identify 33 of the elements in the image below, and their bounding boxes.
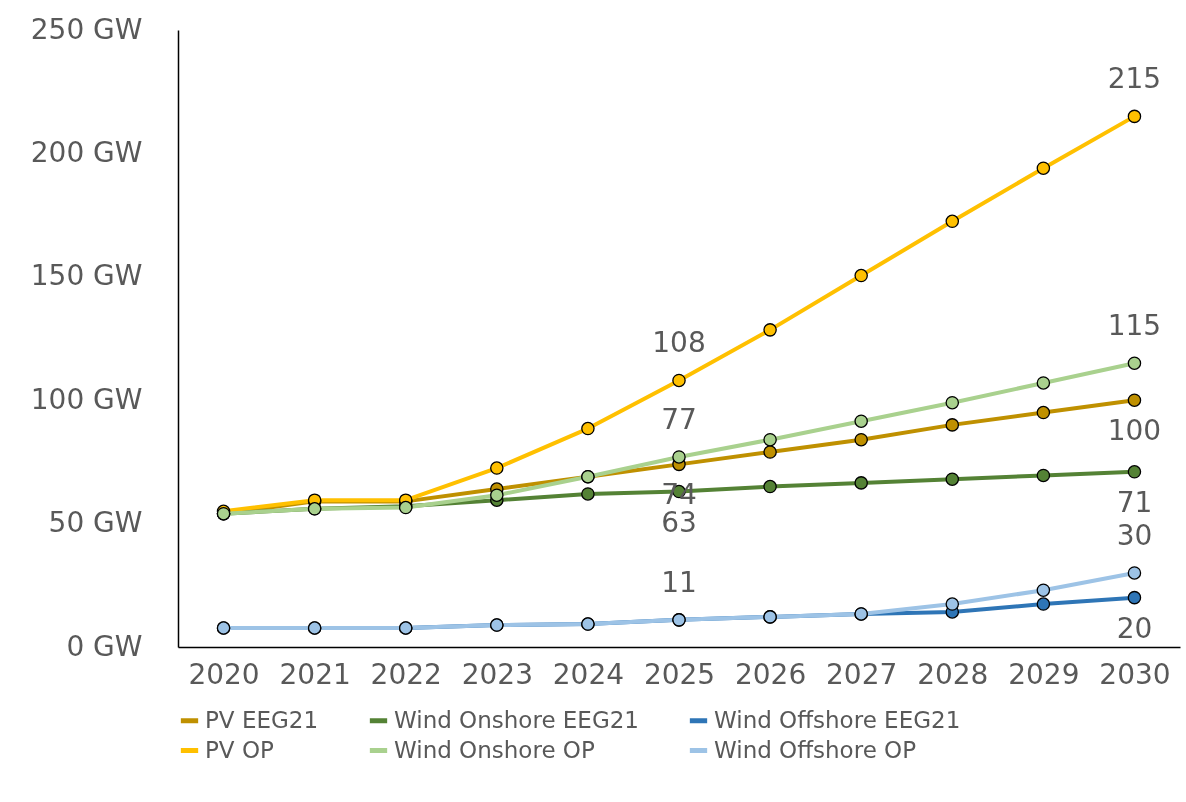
x-tick-label: 2029 [1008,657,1080,691]
x-tick-label: 2021 [279,657,351,691]
data-label: 20 [1116,611,1153,645]
legend-label: Wind Offshore OP [714,736,917,763]
x-tick-label: 2022 [370,657,442,691]
data-label: 71 [1116,485,1153,519]
data-label: 215 [1107,62,1162,96]
x-tick-label: 2028 [917,657,989,691]
x-tick-label: 2024 [552,657,625,691]
x-tick-label: 2030 [1099,657,1171,691]
x-tick-label: 2023 [461,657,533,691]
legend-label: Wind Offshore EEG21 [714,706,961,733]
legend-label: PV OP [205,736,275,763]
data-label: 77 [661,402,697,436]
legend-label: Wind Onshore EEG21 [394,706,639,733]
x-tick-label: 2026 [734,657,807,691]
data-label: 100 [1107,414,1162,448]
x-tick-label: 2027 [826,657,898,691]
y-tick-label: 100 GW [30,382,143,416]
y-tick-label: 0 GW [66,629,143,663]
y-tick-label: 150 GW [30,259,143,293]
y-tick-label: 200 GW [30,135,143,169]
data-label: 115 [1107,309,1162,343]
data-label: 11 [661,565,697,599]
data-label: 63 [661,505,697,539]
y-tick-label: 50 GW [48,506,143,540]
legend-label: PV EEG21 [205,706,319,733]
x-tick-label: 2020 [188,657,260,691]
legend-label: Wind Onshore OP [394,736,595,763]
y-tick-label: 250 GW [30,12,143,46]
data-label: 30 [1116,518,1153,552]
data-label: 108 [652,326,706,360]
x-tick-label: 2025 [643,657,716,691]
